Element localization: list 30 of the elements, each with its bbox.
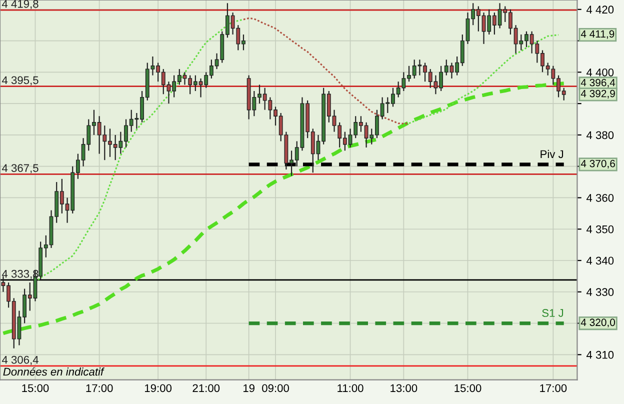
x-tick-label: 17:00 bbox=[86, 384, 113, 392]
y-tick-label: 4 310 bbox=[586, 350, 614, 359]
x-tick-label: 11:00 bbox=[338, 384, 364, 392]
series-label: Piv J bbox=[540, 150, 564, 158]
ref-line-label: 4 367,5 bbox=[2, 164, 38, 174]
x-tick-label: 15:00 bbox=[454, 384, 482, 392]
y-tick-label: 4 330 bbox=[586, 288, 614, 296]
x-tick-label: 09:00 bbox=[262, 384, 289, 392]
annotation: 4 411,9 bbox=[580, 30, 614, 39]
x-tick-label: 21:00 bbox=[192, 384, 220, 392]
y-tick-label: 4 380 bbox=[586, 131, 614, 140]
annotation: 4 370,6 bbox=[580, 160, 615, 168]
x-tick-label: 13:00 bbox=[390, 384, 418, 392]
ref-line-label: 4 306,4 bbox=[2, 356, 38, 366]
x-tick-label: 19 bbox=[243, 384, 254, 392]
y-tick-label: 4 360 bbox=[586, 194, 614, 202]
y-tick-label: 4 340 bbox=[586, 256, 614, 265]
annotation: 4 320,0 bbox=[580, 318, 616, 328]
series-label: S1 J bbox=[542, 309, 564, 317]
y-tick-label: 4 400 bbox=[586, 68, 614, 76]
annotation: 4 392,9 bbox=[580, 90, 615, 98]
ref-line-label: 4 419,8 bbox=[2, 0, 38, 10]
x-tick-label: 19:00 bbox=[144, 384, 172, 392]
y-tick-label: 4 350 bbox=[586, 225, 614, 234]
ref-line-label: 4 395,5 bbox=[2, 76, 38, 86]
x-tick-label: 15:00 bbox=[22, 384, 49, 392]
y-tick-label: 4 420 bbox=[586, 6, 614, 14]
annotation: 4 396,4 bbox=[580, 78, 616, 88]
annotation: Données en indicatif bbox=[3, 367, 105, 376]
x-tick-label: 17:00 bbox=[540, 384, 567, 392]
